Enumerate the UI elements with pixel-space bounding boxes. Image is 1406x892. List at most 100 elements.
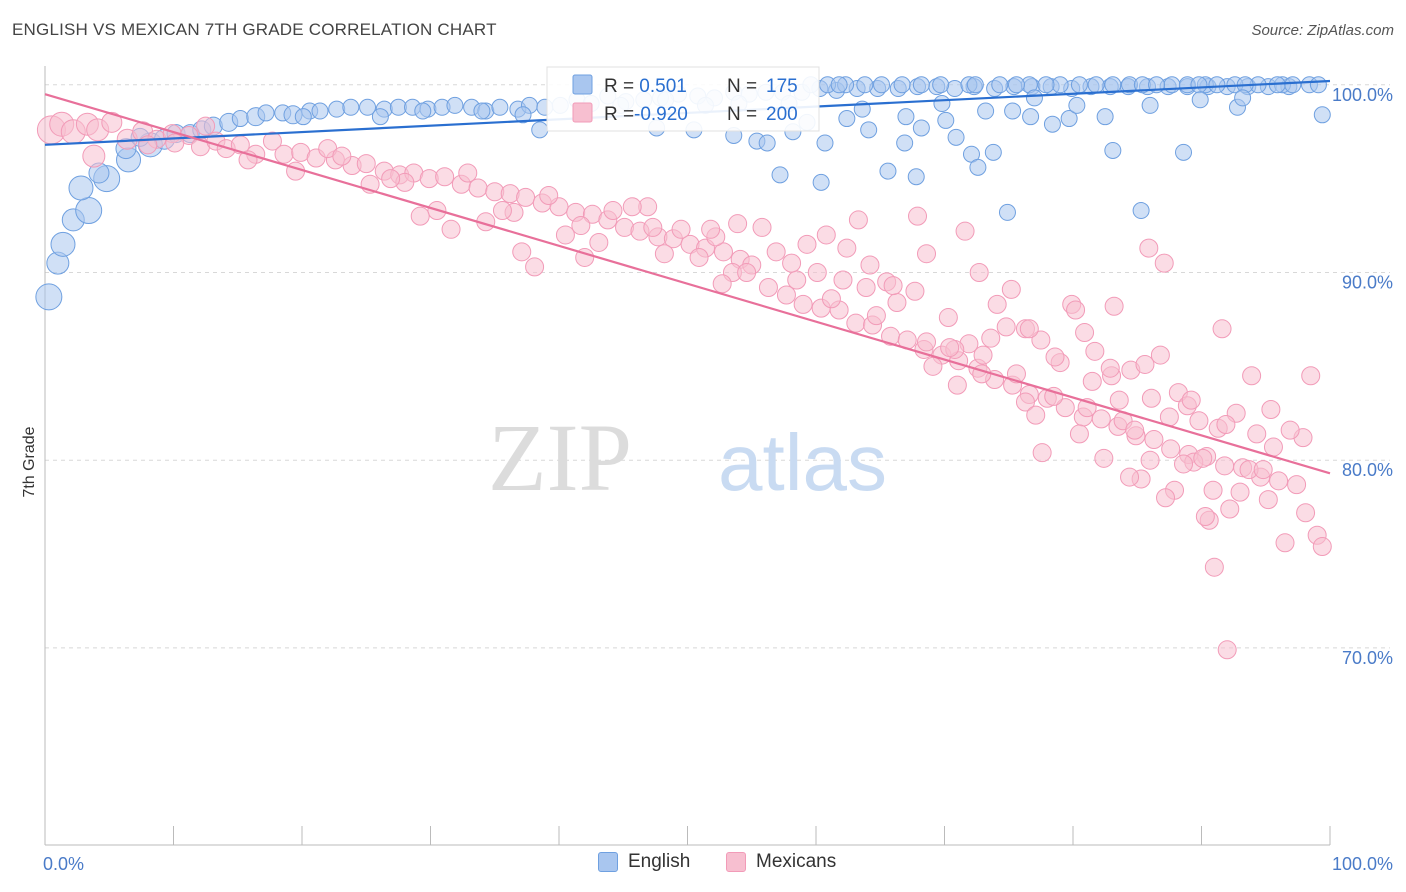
mexicans-point xyxy=(816,225,836,245)
english-point xyxy=(984,143,1002,161)
mexicans-point xyxy=(787,270,807,290)
english-point xyxy=(998,203,1016,221)
english-point xyxy=(294,108,312,126)
english-point xyxy=(1313,106,1331,124)
mexicans-point xyxy=(973,345,993,365)
mexicans-point xyxy=(821,289,841,309)
legend-item-english[interactable]: English xyxy=(598,851,690,873)
mexicans-point xyxy=(516,187,536,207)
mexicans-point xyxy=(846,313,866,333)
mexicans-point xyxy=(1094,448,1114,468)
english-point xyxy=(231,110,249,128)
english-point xyxy=(966,76,984,94)
english-point xyxy=(342,98,360,116)
mexicans-point xyxy=(981,328,1001,348)
legend-english-r-value: 0.501 xyxy=(634,76,687,97)
english-point xyxy=(771,166,789,184)
axes xyxy=(44,66,1331,846)
mexicans-point xyxy=(1069,424,1089,444)
mexicans-point xyxy=(713,242,733,262)
english-point xyxy=(68,175,94,201)
english-point xyxy=(946,80,964,98)
english-point xyxy=(1190,76,1208,94)
mexicans-point xyxy=(1075,323,1095,343)
mexicans-point xyxy=(262,131,282,151)
mexicans-point xyxy=(1204,557,1224,577)
english-point xyxy=(1175,143,1193,161)
mexicans-point xyxy=(622,197,642,217)
mexicans-point xyxy=(923,356,943,376)
mexicans-point xyxy=(837,238,857,258)
mexicans-point xyxy=(381,169,401,189)
english-point xyxy=(311,102,329,120)
mexicans-point xyxy=(758,277,778,297)
legend-mexicans-n-value: 200 xyxy=(766,104,798,125)
english-point xyxy=(879,162,897,180)
mexicans-point xyxy=(947,375,967,395)
english-point xyxy=(838,110,856,128)
english-point xyxy=(1007,76,1025,94)
mexicans-point xyxy=(1215,456,1235,476)
mexicans-point xyxy=(701,219,721,239)
mexicans-point xyxy=(712,274,732,294)
english-point xyxy=(1037,76,1055,94)
mexicans-point xyxy=(1296,503,1316,523)
english-point xyxy=(937,111,955,129)
mexicans-point xyxy=(1055,398,1075,418)
english-point xyxy=(907,168,925,186)
mexicans-point xyxy=(1125,420,1145,440)
mexicans-point xyxy=(1001,279,1021,299)
english-swatch xyxy=(598,852,618,872)
mexicans-point xyxy=(539,186,559,206)
english-point xyxy=(969,158,987,176)
mexicans-point xyxy=(1135,354,1155,374)
mexicans-point xyxy=(603,201,623,221)
english-point xyxy=(446,96,464,114)
mexicans-point xyxy=(1161,439,1181,459)
legend-english-n-label: N = xyxy=(727,76,757,97)
mexicans-point xyxy=(1109,390,1129,410)
legend-english-swatch xyxy=(572,74,593,95)
english-point xyxy=(897,108,915,126)
mexicans-point xyxy=(165,133,185,153)
mexicans-point xyxy=(1212,319,1232,339)
english-point xyxy=(1051,76,1069,94)
mexicans-point xyxy=(797,234,817,254)
source-label: Source: ZipAtlas.com xyxy=(1251,22,1394,39)
mexicans-point xyxy=(866,306,886,326)
mexicans-point xyxy=(1301,366,1321,386)
mexicans-point xyxy=(1104,296,1124,316)
mexicans-swatch xyxy=(726,852,746,872)
english-point xyxy=(1208,76,1226,94)
english-point xyxy=(1132,202,1150,220)
english-point xyxy=(893,76,911,94)
mexicans-point xyxy=(1066,300,1086,320)
mexicans-point xyxy=(571,216,591,236)
mexicans-point xyxy=(972,364,992,384)
mexicans-point xyxy=(435,167,455,187)
mexicans-point xyxy=(905,281,925,301)
mexicans-point xyxy=(643,217,663,237)
mexicans-point xyxy=(737,262,757,282)
mexicans-point xyxy=(833,270,853,290)
english-point xyxy=(1043,115,1061,133)
mexicans-point xyxy=(883,276,903,296)
english-point xyxy=(50,231,76,257)
mexicans-point xyxy=(1120,467,1140,487)
english-point xyxy=(514,106,532,124)
mexicans-point xyxy=(1287,475,1307,495)
english-point xyxy=(932,76,950,94)
mexicans-point xyxy=(1261,400,1281,420)
legend-top: R = 0.501 N = 175 R = -0.920 N = 200 xyxy=(546,66,820,132)
mexicans-point xyxy=(955,221,975,241)
mexicans-point xyxy=(728,214,748,234)
english-point xyxy=(977,102,995,120)
mexicans-point xyxy=(887,293,907,313)
legend-item-mexicans[interactable]: Mexicans xyxy=(726,851,836,873)
y-axis-title: 7th Grade xyxy=(21,426,38,497)
mexicans-point xyxy=(468,178,488,198)
mexicans-point xyxy=(1181,390,1201,410)
mexicans-point xyxy=(1044,386,1064,406)
y-tick-label: 100.0% xyxy=(1332,85,1393,105)
